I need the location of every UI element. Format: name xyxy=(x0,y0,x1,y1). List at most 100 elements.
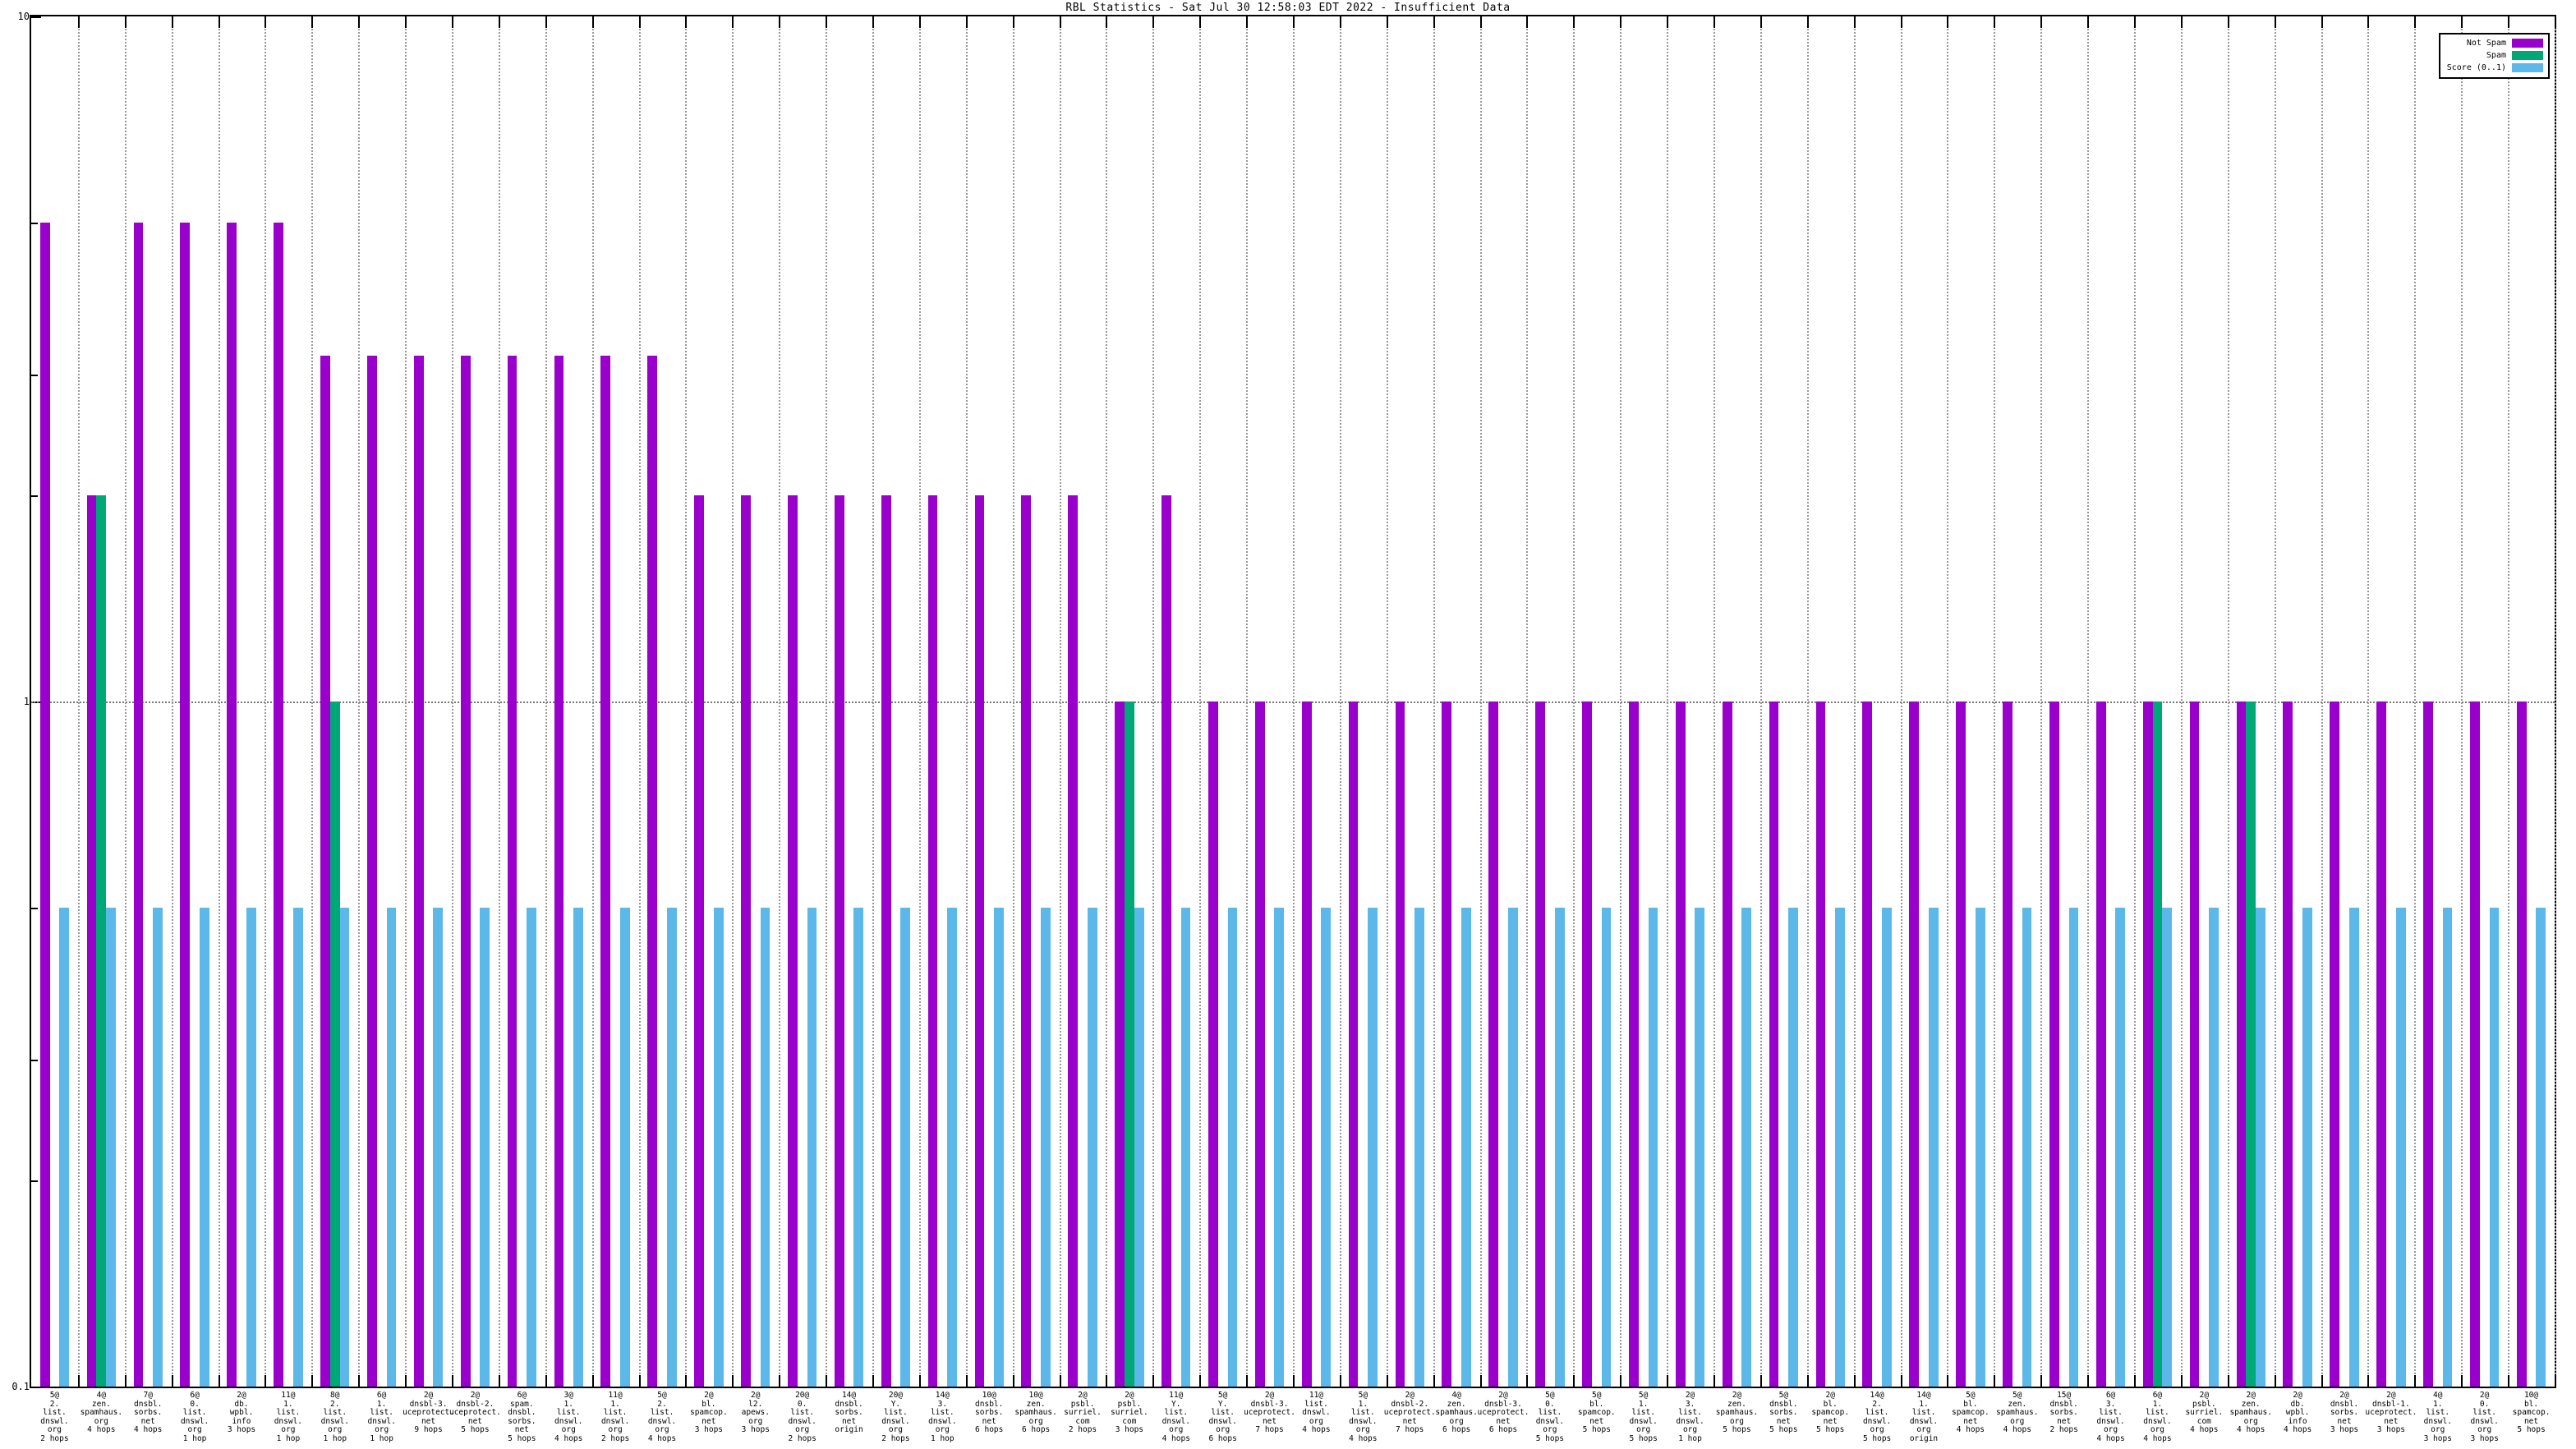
bar-not-spam xyxy=(2095,702,2106,1387)
x-axis-label: 2@ dnsbl-3. uceprotect. net 9 hops xyxy=(402,1391,455,1435)
bar-score xyxy=(153,908,163,1387)
bar-score xyxy=(106,908,116,1387)
x-axis-tick xyxy=(264,16,267,28)
bar-score xyxy=(1695,908,1705,1387)
x-axis-tick xyxy=(1386,1375,1388,1387)
x-axis-tick xyxy=(358,16,361,28)
bar-score xyxy=(1788,908,1798,1387)
bar-not-spam xyxy=(1629,702,1639,1387)
bar-score xyxy=(947,908,957,1387)
x-axis-tick xyxy=(2461,16,2463,28)
x-axis-label: 2@ dnsbl-2. uceprotect. net 7 hops xyxy=(1383,1391,1436,1435)
x-axis-tick xyxy=(1152,1375,1155,1387)
gridline-vertical xyxy=(1293,16,1295,1387)
x-axis-label: 6@ 1. list. dnswl. org 1 hop xyxy=(367,1391,396,1443)
x-axis-tick xyxy=(2508,1375,2510,1387)
bar-score xyxy=(1460,908,1471,1387)
y-tick-label-top: 10 xyxy=(17,11,30,22)
bar-score xyxy=(1368,908,1378,1387)
gridline-vertical xyxy=(1059,16,1061,1387)
gridline-vertical xyxy=(965,16,968,1387)
bar-not-spam xyxy=(1862,702,1873,1387)
x-axis-tick xyxy=(2508,16,2510,28)
gridline-vertical xyxy=(2274,16,2276,1387)
bar-score xyxy=(2489,908,2500,1387)
bar-score xyxy=(386,908,397,1387)
x-axis-tick xyxy=(591,16,594,28)
x-axis-tick xyxy=(2414,1375,2417,1387)
x-axis-tick xyxy=(1106,1375,1108,1387)
x-axis-label: 11@ 1. list. dnswl. org 1 hop xyxy=(274,1391,303,1443)
bar-not-spam xyxy=(1162,494,1171,1387)
plot-inner xyxy=(31,16,2556,1388)
y-axis-tick xyxy=(31,1387,41,1388)
gridline-vertical xyxy=(1526,16,1529,1387)
x-axis-label: 2@ bl. spamcop. net 3 hops xyxy=(689,1391,728,1435)
x-axis-label: 8@ 2. list. dnswl. org 1 hop xyxy=(320,1391,349,1443)
x-axis-tick xyxy=(1806,16,1809,28)
bar-not-spam xyxy=(881,494,891,1387)
x-axis-tick xyxy=(1667,16,1669,28)
x-axis-tick xyxy=(779,1375,781,1387)
x-axis-label: 20@ Y. list. dnswl. org 2 hops xyxy=(881,1391,910,1443)
gridline-vertical xyxy=(2087,16,2090,1387)
bar-score xyxy=(1134,908,1144,1387)
x-axis-label: 2@ bl. spamcop. net 5 hops xyxy=(1811,1391,1850,1435)
bar-not-spam xyxy=(2376,702,2386,1387)
bar-score xyxy=(994,908,1004,1387)
bar-spam xyxy=(1125,702,1134,1387)
bar-not-spam xyxy=(2142,702,2153,1387)
x-axis-label: 2@ psbl. surriel. com 2 hops xyxy=(1064,1391,1102,1435)
gridline-vertical xyxy=(1339,16,1341,1387)
bar-not-spam xyxy=(1675,702,1686,1387)
x-axis-label: 7@ dnsbl. sorbs. net 4 hops xyxy=(134,1391,163,1435)
bar-score xyxy=(1274,908,1285,1387)
x-axis-tick xyxy=(2087,1375,2090,1387)
gridline-vertical xyxy=(2321,16,2323,1387)
x-axis-tick xyxy=(452,1375,453,1387)
bar-not-spam xyxy=(2470,702,2480,1387)
x-axis-label: 5@ bl. spamcop. net 4 hops xyxy=(1951,1391,1990,1435)
bar-score xyxy=(1741,908,1752,1387)
bar-not-spam xyxy=(554,355,564,1387)
x-axis-tick xyxy=(171,1375,173,1387)
x-axis-tick xyxy=(1199,1375,1202,1387)
gridline-vertical xyxy=(1573,16,1576,1387)
x-axis-label: 5@ dnsbl. sorbs. net 5 hops xyxy=(1769,1391,1798,1435)
bar-score xyxy=(2536,908,2546,1387)
bar-score xyxy=(573,908,583,1387)
x-axis-tick xyxy=(1620,1375,1622,1387)
x-axis-tick xyxy=(1994,16,1996,28)
gridline-vertical xyxy=(2227,16,2229,1387)
bar-score xyxy=(900,908,911,1387)
bar-not-spam xyxy=(2189,702,2200,1387)
x-axis-label: 5@ Y. list. dnswl. org 6 hops xyxy=(1208,1391,1237,1443)
gridline-vertical xyxy=(1947,16,1949,1387)
x-axis-tick xyxy=(264,1375,267,1387)
bar-not-spam xyxy=(1395,702,1405,1387)
bar-not-spam xyxy=(600,355,611,1387)
x-axis-tick xyxy=(826,16,828,28)
x-axis-tick xyxy=(1059,16,1061,28)
x-axis-tick xyxy=(1386,16,1388,28)
gridline-vertical xyxy=(638,16,641,1387)
bar-not-spam xyxy=(460,355,471,1387)
x-axis-tick xyxy=(1947,16,1949,28)
bar-score xyxy=(2442,908,2453,1387)
gridline-vertical xyxy=(2508,16,2510,1387)
bar-score xyxy=(2068,908,2079,1387)
x-axis-label: 2@ zen. spamhaus. org 5 hops xyxy=(1715,1391,1759,1435)
legend-item-spam: Spam xyxy=(2447,51,2543,60)
gridline-vertical xyxy=(358,16,361,1387)
x-axis-label: 5@ 1. list. dnswl. org 4 hops xyxy=(1349,1391,1378,1443)
legend-item-not-spam: Not Spam xyxy=(2447,39,2543,48)
x-axis-tick xyxy=(2321,16,2323,28)
gridline-vertical xyxy=(1386,16,1388,1387)
gridline-vertical xyxy=(1667,16,1669,1387)
bar-score xyxy=(1087,908,1097,1387)
x-axis-label: 6@ 3. list. dnswl. org 4 hops xyxy=(2096,1391,2125,1443)
x-axis-tick xyxy=(2040,16,2043,28)
y-axis-minor-tick xyxy=(31,375,38,377)
x-axis-tick xyxy=(77,16,80,28)
bar-score xyxy=(1648,908,1658,1387)
